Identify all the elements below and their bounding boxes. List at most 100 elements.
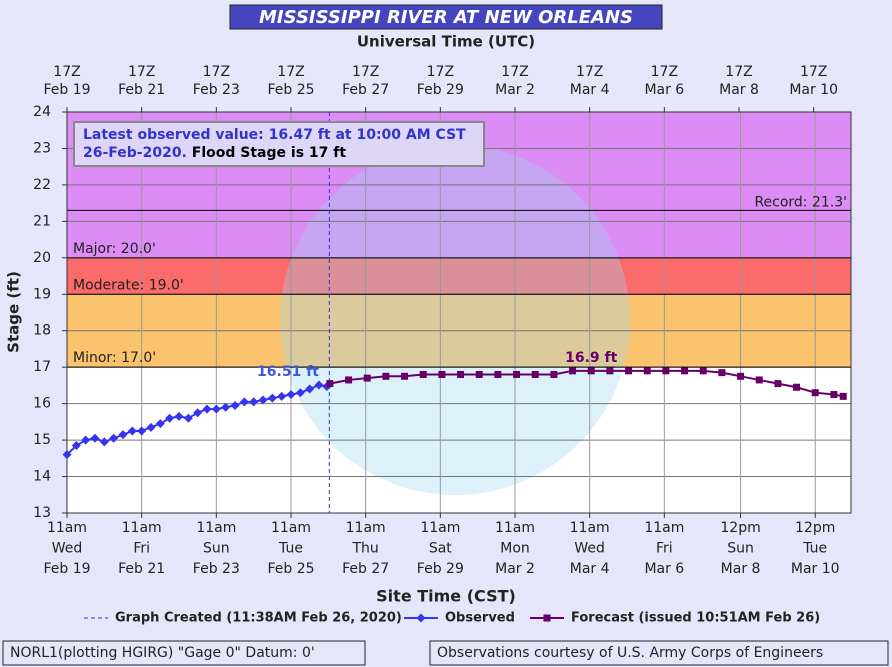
- data-point: [606, 367, 614, 375]
- x-tick-label: Wed: [52, 541, 83, 557]
- data-point: [699, 367, 707, 375]
- x-tick-label: Feb 25: [267, 561, 314, 577]
- x2-tick-label: 17Z: [53, 64, 80, 80]
- data-point: [146, 422, 156, 432]
- x2-tick-label: Feb 25: [267, 82, 314, 98]
- x2-tick-label: 17Z: [651, 64, 678, 80]
- chart-title: MISSISSIPPI RIVER AT NEW ORLEANS: [259, 7, 633, 28]
- data-point: [211, 404, 221, 414]
- x-tick-label: Tue: [802, 541, 827, 557]
- data-point: [155, 419, 165, 429]
- x2-tick-label: 17Z: [203, 64, 230, 80]
- x2-tick-label: Mar 6: [644, 82, 684, 98]
- data-point: [286, 390, 296, 400]
- x-tick-label: 11am: [420, 520, 460, 536]
- data-point: [109, 433, 119, 443]
- data-point: [118, 430, 128, 440]
- data-point: [419, 370, 427, 378]
- x-tick-label: Thu: [352, 541, 379, 557]
- x2-tick-label: Feb 27: [342, 82, 389, 98]
- x-tick-label: 11am: [271, 520, 311, 536]
- x-tick-label: Feb 29: [417, 561, 464, 577]
- data-point: [718, 369, 726, 377]
- annotation: 16.51 ft: [257, 364, 319, 380]
- data-point: [811, 389, 819, 397]
- x-axis-title: Site Time (CST): [376, 587, 516, 606]
- data-point: [681, 367, 689, 375]
- stage-label: Record: 21.3': [754, 194, 847, 210]
- data-point: [550, 370, 558, 378]
- x-tick-label: 12pm: [795, 520, 835, 536]
- x-tick-label: Mon: [500, 541, 530, 557]
- data-point: [382, 372, 390, 380]
- x2-tick-label: 17Z: [800, 64, 827, 80]
- y-tick-label: 20: [33, 250, 51, 266]
- data-point: [277, 391, 287, 401]
- y-tick-label: 22: [33, 177, 51, 193]
- annotation: 16.9 ft: [565, 350, 618, 366]
- y-tick-label: 24: [33, 104, 51, 120]
- y-tick-label: 15: [33, 432, 51, 448]
- data-point: [99, 437, 109, 447]
- legend-label: Graph Created (11:38AM Feb 26, 2020): [115, 611, 402, 626]
- data-point: [90, 433, 100, 443]
- data-point: [457, 370, 465, 378]
- footer-right: Observations courtesy of U.S. Army Corps…: [437, 645, 823, 661]
- data-point: [587, 367, 595, 375]
- x-tick-label: Wed: [574, 541, 605, 557]
- footer-left: NORL1(plotting HGIRG) "Gage 0" Datum: 0': [10, 645, 315, 661]
- data-point: [62, 450, 72, 460]
- data-point: [569, 367, 577, 375]
- data-point: [494, 370, 502, 378]
- info-flood-stage: Flood Stage is 17 ft: [191, 145, 347, 161]
- plot-frame: [66, 111, 852, 514]
- data-point: [326, 380, 334, 388]
- x2-tick-label: Mar 2: [495, 82, 535, 98]
- y-tick-label: 19: [33, 286, 51, 302]
- x-tick-label: 11am: [644, 520, 684, 536]
- title-bar: [229, 4, 663, 30]
- data-point: [221, 402, 231, 412]
- x-tick-label: Mar 2: [495, 561, 535, 577]
- data-point: [314, 380, 324, 390]
- x2-tick-label: Feb 19: [43, 82, 90, 98]
- data-point: [625, 367, 633, 375]
- x2-tick-label: Feb 21: [118, 82, 165, 98]
- data-point: [737, 372, 745, 380]
- info-observed: Latest observed value: 16.47 ft at 10:00…: [83, 127, 466, 161]
- legend-label: Forecast (issued 10:51AM Feb 26): [571, 611, 820, 626]
- x-tick-label: 11am: [122, 520, 162, 536]
- x2-tick-label: Feb 23: [193, 82, 240, 98]
- data-point: [438, 370, 446, 378]
- x-tick-label: Feb 23: [193, 561, 240, 577]
- x-tick-label: 11am: [495, 520, 535, 536]
- y-tick-label: 13: [33, 505, 51, 521]
- stage-label: Minor: 17.0': [73, 350, 156, 366]
- data-point: [230, 400, 240, 410]
- y-tick-label: 23: [33, 140, 51, 156]
- x-tick-label: Sun: [203, 541, 230, 557]
- data-point: [793, 383, 801, 391]
- x-tick-label: Tue: [278, 541, 303, 557]
- y-tick-label: 17: [33, 359, 51, 375]
- x-tick-label: Mar 6: [644, 561, 684, 577]
- y-tick-label: 21: [33, 213, 51, 229]
- data-point: [774, 380, 782, 388]
- y-tick-label: 18: [33, 323, 51, 339]
- data-point: [531, 370, 539, 378]
- data-point: [249, 397, 259, 407]
- x2-tick-label: 17Z: [128, 64, 155, 80]
- data-point: [127, 426, 137, 436]
- x2-tick-label: 17Z: [352, 64, 379, 80]
- data-point: [137, 426, 147, 436]
- x-tick-label: Fri: [656, 541, 673, 557]
- data-point: [475, 370, 483, 378]
- x-tick-label: Mar 4: [570, 561, 610, 577]
- data-point: [183, 413, 193, 423]
- x2-tick-label: 17Z: [576, 64, 603, 80]
- data-point: [267, 393, 277, 403]
- data-point: [401, 372, 409, 380]
- x-tick-label: Feb 21: [118, 561, 165, 577]
